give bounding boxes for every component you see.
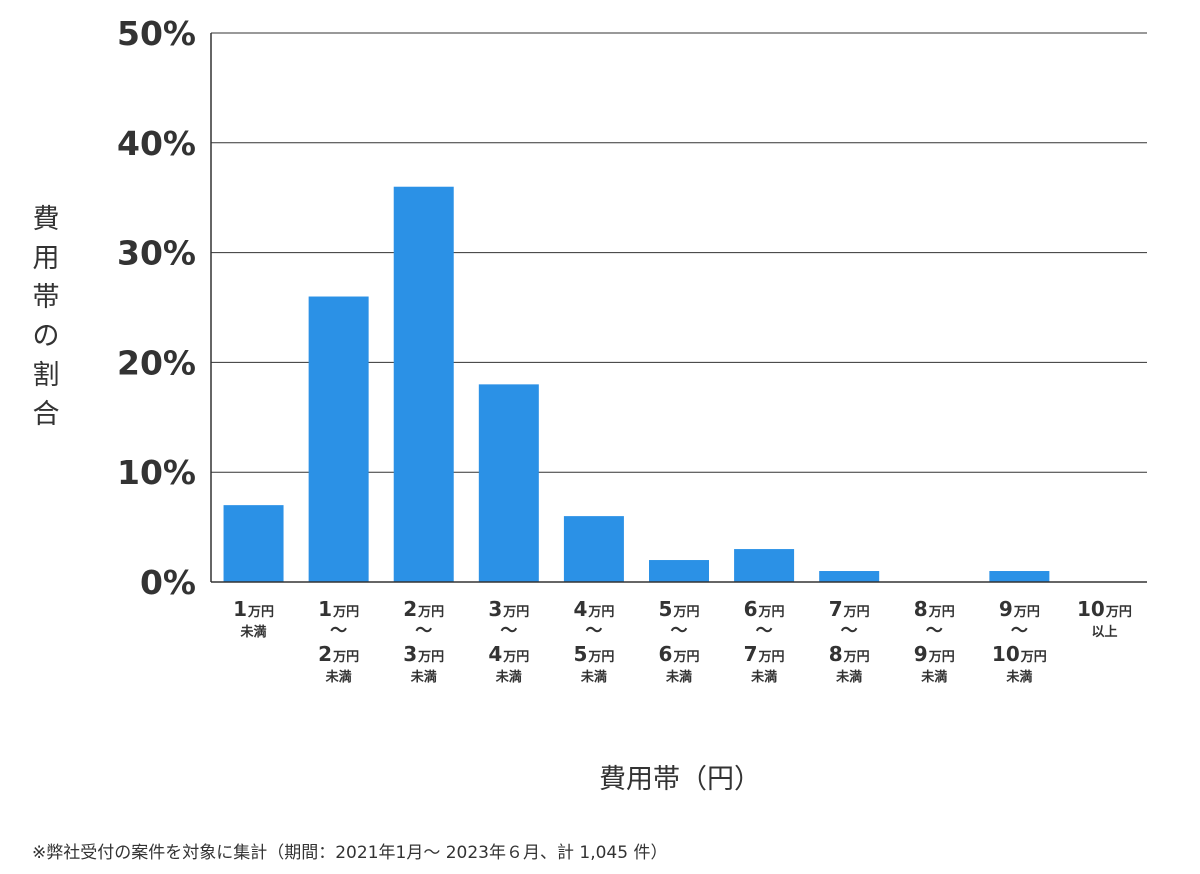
x-tick-label: 5万円〜 6万円未満 xyxy=(659,597,700,685)
x-tick-label: 2万円〜 3万円未満 xyxy=(403,597,444,685)
y-tick-label: 20% xyxy=(117,343,196,382)
bar xyxy=(734,549,795,582)
x-tick-label: 1万円未満 xyxy=(233,597,274,640)
bar xyxy=(308,296,369,582)
y-tick-label: 10% xyxy=(117,453,196,492)
x-tick-label: 9万円〜 10万円未満 xyxy=(992,597,1047,685)
x-axis-label: 費用帯（円） xyxy=(599,764,761,795)
bar xyxy=(819,571,880,582)
y-tick-label: 50% xyxy=(117,14,196,53)
bar xyxy=(393,186,454,582)
x-axis-ticks: 1万円未満 1万円〜 2万円未満 2万円〜 3万円未満 3万円〜 4万円未満 4万円〜 5万円未… xyxy=(233,597,1132,685)
x-tick-label: 1万円〜 2万円未満 xyxy=(318,597,359,685)
y-tick-label: 40% xyxy=(117,124,196,163)
footnote: ※弊社受付の案件を対象に集計（期間：2021年1月～ 2023年６月、計 1,0… xyxy=(32,843,668,863)
x-tick-label: 6万円〜 7万円未満 xyxy=(744,597,785,685)
bar xyxy=(649,560,709,582)
bar xyxy=(563,516,624,582)
x-tick-label: 4万円〜 5万円未満 xyxy=(573,597,614,685)
y-axis-ticks: 0% 10% 20% 30% 40% 50% xyxy=(117,14,196,602)
y-tick-label: 0% xyxy=(140,563,196,602)
bar xyxy=(223,505,284,582)
x-tick-label: 8万円〜 9万円未満 xyxy=(914,597,955,685)
y-tick-label: 30% xyxy=(117,234,196,273)
x-tick-label: 7万円〜 8万円未満 xyxy=(829,597,870,685)
x-tick-label: 3万円〜 4万円未満 xyxy=(488,597,529,685)
bar xyxy=(478,384,539,582)
y-axis-label: 費用帯の割合 xyxy=(33,204,60,430)
x-tick-label: 10万円以上 xyxy=(1077,597,1132,640)
bar xyxy=(989,571,1050,582)
bars xyxy=(223,186,1050,582)
bar-chart: 0% 10% 20% 30% 40% 50% 1万円未満 1万円〜 2万円未満 2万円〜 3万円未… xyxy=(33,14,1147,795)
